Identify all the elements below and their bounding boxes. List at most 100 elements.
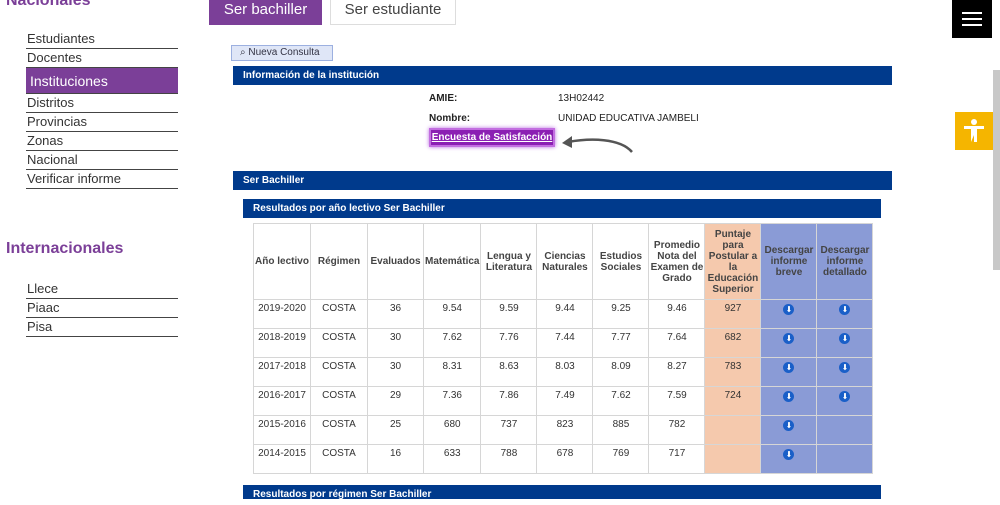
- results-regimen-header: Resultados por régimen Ser Bachiller: [243, 485, 881, 500]
- sidebar-item-docentes[interactable]: Docentes: [26, 49, 178, 68]
- cell-matematica: 8.31: [422, 357, 482, 387]
- cell-evaluados: 29: [367, 386, 424, 416]
- cell-promedio: 8.27: [648, 357, 706, 387]
- download-icon[interactable]: ⬇: [783, 391, 795, 402]
- cell-anio: 2019-2020: [253, 299, 311, 329]
- cell-regimen: COSTA: [310, 357, 368, 387]
- cell-descargar-detallado: ⬇: [816, 357, 874, 387]
- amie-value: 13H02442: [558, 93, 605, 104]
- amie-label: AMIE:: [429, 93, 458, 104]
- cell-evaluados: 25: [367, 415, 424, 445]
- info-header: Información de la institución: [233, 66, 892, 85]
- tab-ser-estudiante[interactable]: Ser estudiante: [330, 0, 456, 25]
- accessibility-icon[interactable]: [955, 112, 993, 150]
- ser-bachiller-header: Ser Bachiller: [233, 171, 892, 190]
- table-row: 2015-2016 COSTA 25 680 737 823 885 782 ⬇: [253, 415, 874, 445]
- th-promedio: Promedio Nota del Examen de Grado: [648, 223, 706, 300]
- nombre-label: Nombre:: [429, 113, 471, 124]
- th-ciencias: Ciencias Naturales: [536, 223, 594, 300]
- download-icon[interactable]: ⬇: [839, 304, 851, 315]
- table-header-row: Año lectivo Régimen Evaluados Matemática…: [253, 223, 874, 300]
- cell-ciencias: 678: [536, 444, 594, 474]
- th-evaluados: Evaluados: [367, 223, 424, 300]
- sidebar-item-instituciones[interactable]: Instituciones: [26, 68, 178, 94]
- cell-anio: 2014-2015: [253, 444, 311, 474]
- curved-arrow-icon: [562, 136, 633, 153]
- download-icon[interactable]: ⬇: [783, 304, 795, 315]
- cell-promedio: 9.46: [648, 299, 706, 329]
- download-icon[interactable]: ⬇: [839, 362, 851, 373]
- th-lengua: Lengua y Literatura: [480, 223, 538, 300]
- download-icon[interactable]: ⬇: [839, 391, 851, 402]
- cell-matematica: 7.36: [422, 386, 482, 416]
- table-row: 2016-2017 COSTA 29 7.36 7.86 7.49 7.62 7…: [253, 386, 874, 416]
- sidebar-item-verificar-informe[interactable]: Verificar informe: [26, 170, 178, 189]
- cell-estudios: 9.25: [592, 299, 650, 329]
- cell-matematica: 633: [422, 444, 482, 474]
- sidebar-item-zonas[interactable]: Zonas: [26, 132, 178, 151]
- results-table: Año lectivo Régimen Evaluados Matemática…: [253, 223, 874, 474]
- cell-descargar-breve: ⬇: [760, 299, 818, 329]
- cell-descargar-breve: ⬇: [760, 444, 818, 474]
- th-estudios: Estudios Sociales: [592, 223, 650, 300]
- cell-ciencias: 823: [536, 415, 594, 445]
- cell-regimen: COSTA: [310, 444, 368, 474]
- download-icon[interactable]: ⬇: [783, 420, 795, 431]
- cell-regimen: COSTA: [310, 328, 368, 358]
- cell-regimen: COSTA: [310, 386, 368, 416]
- cell-evaluados: 36: [367, 299, 424, 329]
- sidebar-item-distritos[interactable]: Distritos: [26, 94, 178, 113]
- cell-puntaje: 682: [704, 328, 762, 358]
- cell-lengua: 8.63: [480, 357, 538, 387]
- cell-matematica: 9.54: [422, 299, 482, 329]
- table-row: 2017-2018 COSTA 30 8.31 8.63 8.03 8.09 8…: [253, 357, 874, 387]
- cell-ciencias: 7.44: [536, 328, 594, 358]
- encuesta-satisfaccion-link[interactable]: Encuesta de Satisfacción: [429, 128, 555, 147]
- cell-matematica: 680: [422, 415, 482, 445]
- cell-descargar-detallado: [816, 415, 874, 445]
- table-row: 2014-2015 COSTA 16 633 788 678 769 717 ⬇: [253, 444, 874, 474]
- cell-estudios: 7.62: [592, 386, 650, 416]
- cell-descargar-breve: ⬇: [760, 357, 818, 387]
- cell-evaluados: 16: [367, 444, 424, 474]
- cell-evaluados: 30: [367, 328, 424, 358]
- sidebar-item-provincias[interactable]: Provincias: [26, 113, 178, 132]
- sidebar-item-pisa[interactable]: Pisa: [26, 318, 178, 337]
- cell-promedio: 7.64: [648, 328, 706, 358]
- th-puntaje: Puntaje para Postular a la Educación Sup…: [704, 223, 762, 300]
- cell-descargar-detallado: [816, 444, 874, 474]
- th-descargar-breve: Descargar informe breve: [760, 223, 818, 300]
- download-icon[interactable]: ⬇: [839, 333, 851, 344]
- cell-puntaje: [704, 415, 762, 445]
- cell-descargar-breve: ⬇: [760, 386, 818, 416]
- sidebar-item-estudiantes[interactable]: Estudiantes: [26, 30, 178, 49]
- cell-descargar-detallado: ⬇: [816, 299, 874, 329]
- cell-ciencias: 8.03: [536, 357, 594, 387]
- sidebar-item-piaac[interactable]: Piaac: [26, 299, 178, 318]
- cell-descargar-breve: ⬇: [760, 328, 818, 358]
- th-regimen: Régimen: [310, 223, 368, 300]
- cell-ciencias: 7.49: [536, 386, 594, 416]
- nueva-consulta-button[interactable]: ⌕ Nueva Consulta: [231, 45, 333, 61]
- scrollbar[interactable]: [993, 70, 1000, 270]
- th-anio: Año lectivo: [253, 223, 311, 300]
- cell-puntaje: 724: [704, 386, 762, 416]
- table-row: 2018-2019 COSTA 30 7.62 7.76 7.44 7.77 7…: [253, 328, 874, 358]
- nombre-value: UNIDAD EDUCATIVA JAMBELI: [558, 113, 699, 124]
- th-matematica: Matemática: [422, 223, 482, 300]
- cell-evaluados: 30: [367, 357, 424, 387]
- cell-ciencias: 9.44: [536, 299, 594, 329]
- th-descargar-detallado: Descargar informe detallado: [816, 223, 874, 300]
- download-icon[interactable]: ⬇: [783, 333, 795, 344]
- sidebar-item-llece[interactable]: Llece: [26, 280, 178, 299]
- cell-descargar-breve: ⬇: [760, 415, 818, 445]
- cell-lengua: 788: [480, 444, 538, 474]
- hamburger-icon[interactable]: [952, 0, 992, 38]
- download-icon[interactable]: ⬇: [783, 362, 795, 373]
- cell-lengua: 9.59: [480, 299, 538, 329]
- download-icon[interactable]: ⬇: [783, 449, 795, 460]
- sidebar-item-nacional[interactable]: Nacional: [26, 151, 178, 170]
- cell-anio: 2017-2018: [253, 357, 311, 387]
- tab-ser-bachiller[interactable]: Ser bachiller: [209, 0, 322, 25]
- cell-regimen: COSTA: [310, 299, 368, 329]
